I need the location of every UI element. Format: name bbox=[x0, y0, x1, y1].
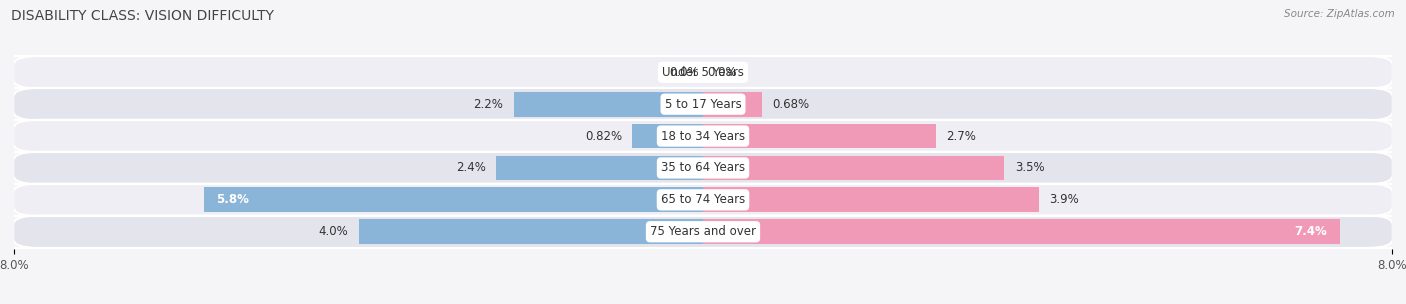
Text: 0.0%: 0.0% bbox=[669, 66, 699, 79]
Text: 35 to 64 Years: 35 to 64 Years bbox=[661, 161, 745, 174]
Text: Source: ZipAtlas.com: Source: ZipAtlas.com bbox=[1284, 9, 1395, 19]
Text: 2.4%: 2.4% bbox=[456, 161, 486, 174]
FancyBboxPatch shape bbox=[13, 152, 1393, 184]
Text: 0.0%: 0.0% bbox=[707, 66, 737, 79]
Bar bbox=[633, 124, 703, 148]
Text: 0.68%: 0.68% bbox=[772, 98, 808, 111]
Text: 7.4%: 7.4% bbox=[1295, 225, 1327, 238]
Bar bbox=[703, 187, 1039, 212]
Bar bbox=[703, 156, 1004, 180]
Text: 5 to 17 Years: 5 to 17 Years bbox=[665, 98, 741, 111]
Bar bbox=[703, 92, 762, 117]
Bar bbox=[359, 219, 703, 244]
Text: 4.0%: 4.0% bbox=[318, 225, 349, 238]
FancyBboxPatch shape bbox=[13, 56, 1393, 88]
FancyBboxPatch shape bbox=[13, 88, 1393, 120]
FancyBboxPatch shape bbox=[13, 216, 1393, 248]
Bar bbox=[204, 187, 703, 212]
Text: 3.9%: 3.9% bbox=[1049, 193, 1078, 206]
Text: 5.8%: 5.8% bbox=[217, 193, 249, 206]
Text: 18 to 34 Years: 18 to 34 Years bbox=[661, 130, 745, 143]
Text: 65 to 74 Years: 65 to 74 Years bbox=[661, 193, 745, 206]
FancyBboxPatch shape bbox=[13, 120, 1393, 152]
Bar bbox=[703, 124, 935, 148]
Text: 2.7%: 2.7% bbox=[946, 130, 976, 143]
FancyBboxPatch shape bbox=[13, 184, 1393, 216]
Bar bbox=[513, 92, 703, 117]
Text: Under 5 Years: Under 5 Years bbox=[662, 66, 744, 79]
Text: 3.5%: 3.5% bbox=[1015, 161, 1045, 174]
Bar bbox=[496, 156, 703, 180]
Text: 0.82%: 0.82% bbox=[585, 130, 621, 143]
Text: 75 Years and over: 75 Years and over bbox=[650, 225, 756, 238]
Text: DISABILITY CLASS: VISION DIFFICULTY: DISABILITY CLASS: VISION DIFFICULTY bbox=[11, 9, 274, 23]
Bar bbox=[703, 219, 1340, 244]
Text: 2.2%: 2.2% bbox=[474, 98, 503, 111]
